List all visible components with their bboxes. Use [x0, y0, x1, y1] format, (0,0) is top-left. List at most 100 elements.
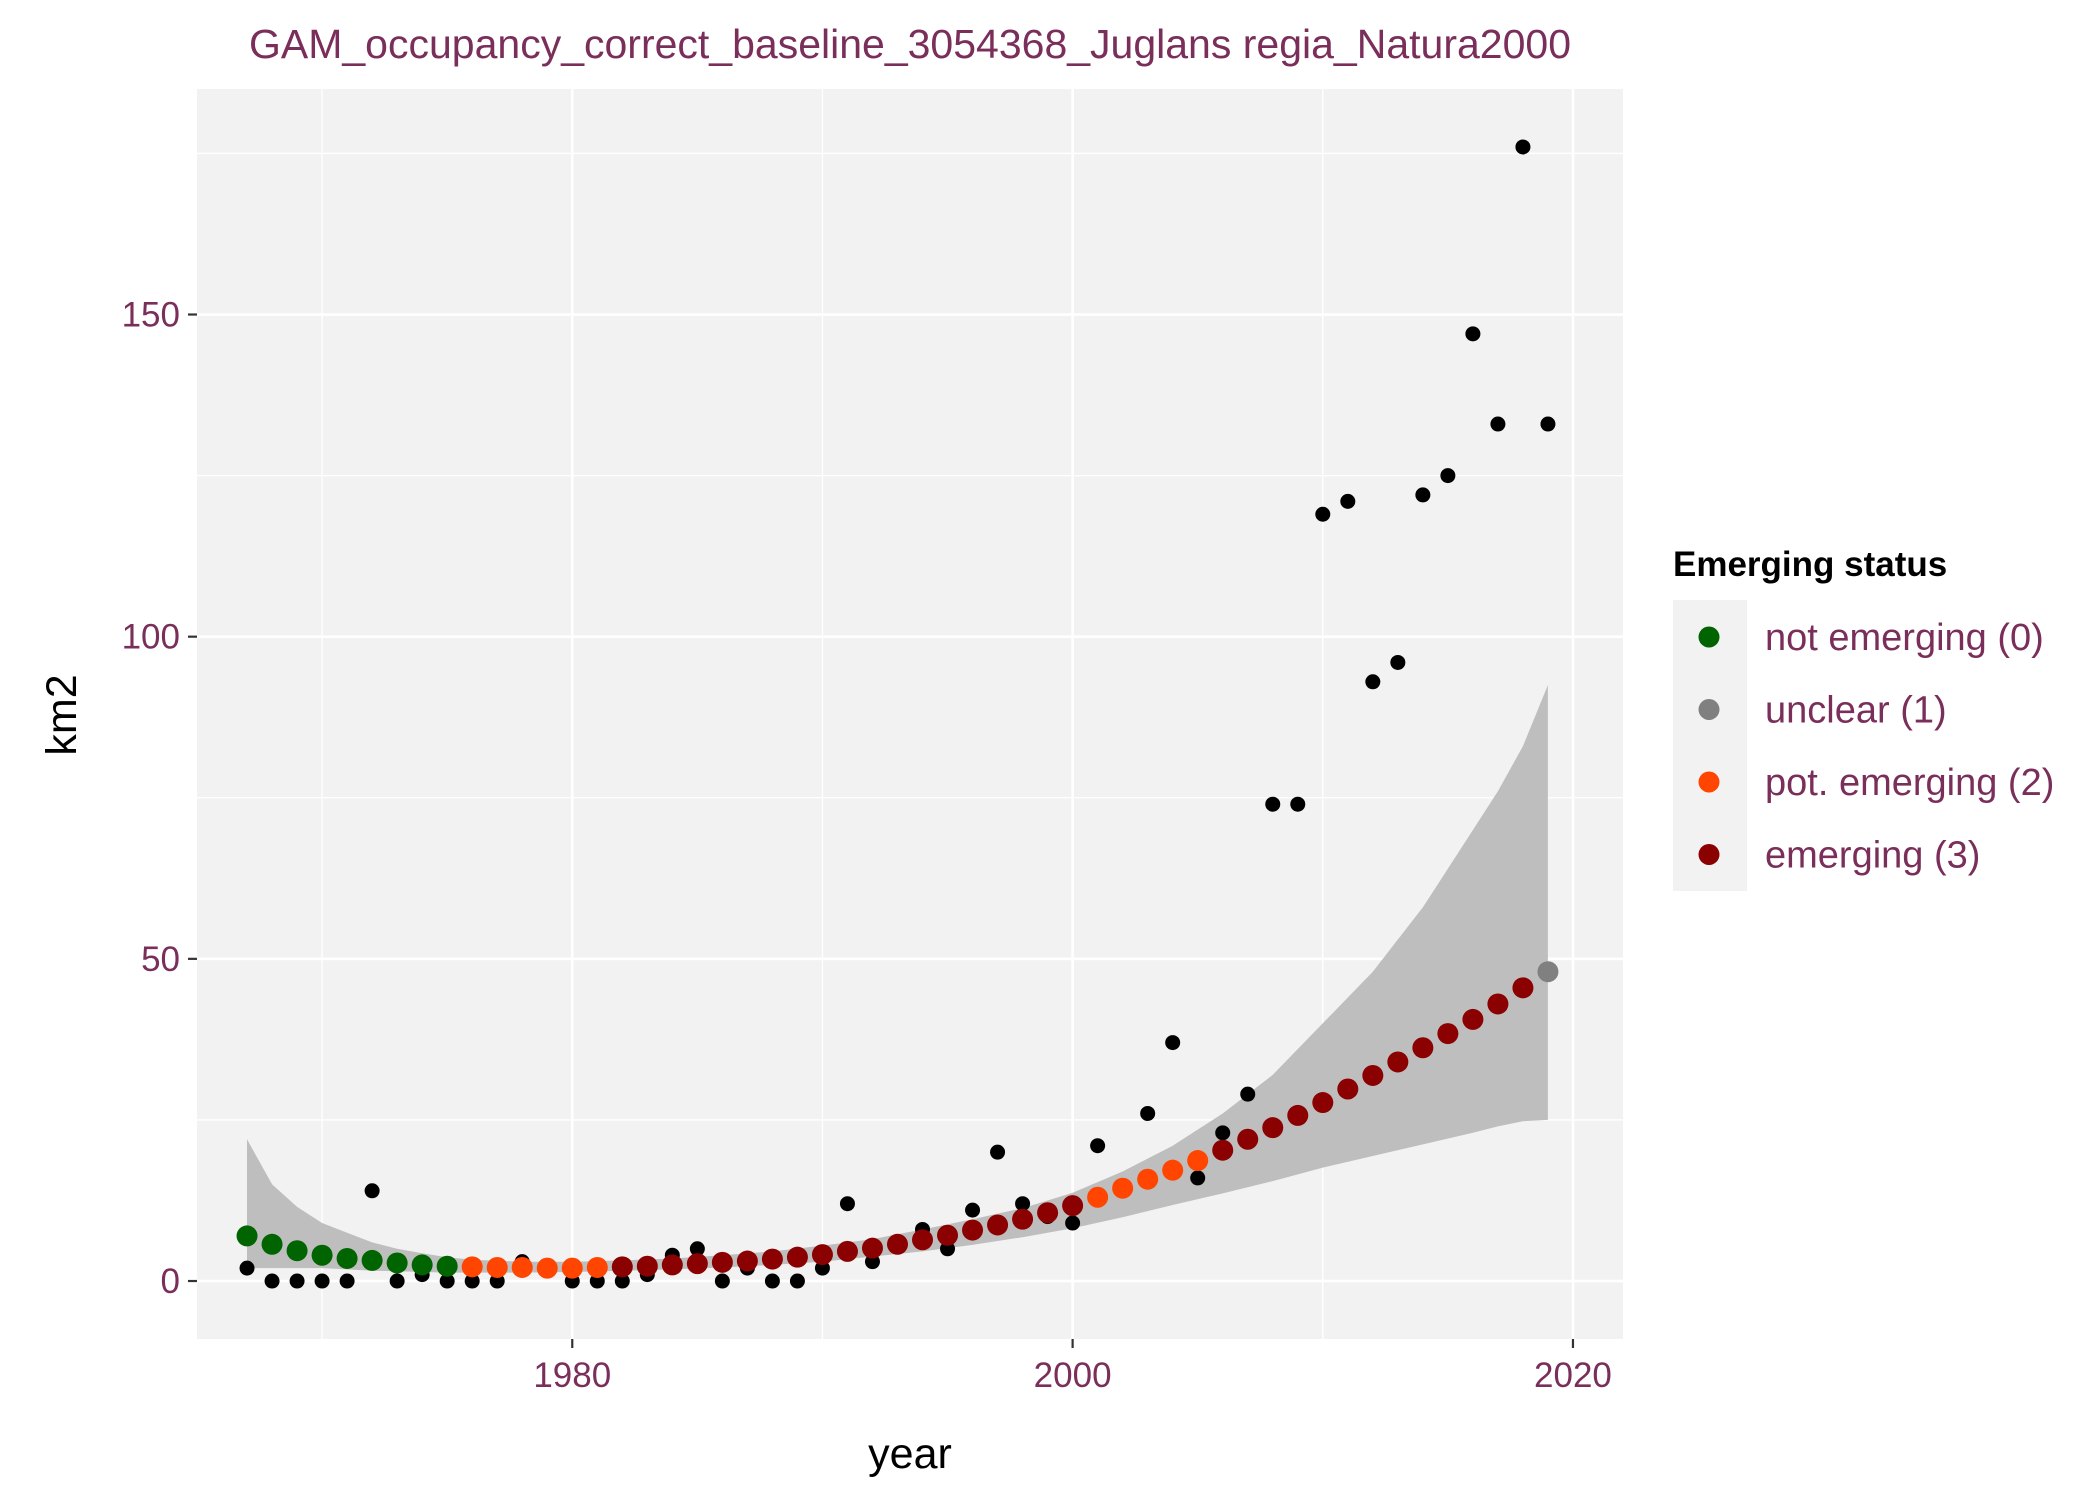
fitted-point — [711, 1251, 733, 1273]
observed-point — [714, 1273, 730, 1289]
fitted-point — [586, 1256, 608, 1278]
fitted-point — [411, 1254, 433, 1276]
fitted-point — [1437, 1023, 1459, 1045]
fitted-point — [1187, 1150, 1209, 1172]
grid-lines — [197, 89, 1623, 1339]
y-axis-title: km2 — [38, 674, 86, 755]
fitted-point — [436, 1255, 458, 1277]
fitted-point — [561, 1257, 583, 1279]
fitted-point — [1512, 977, 1534, 999]
fitted-point — [761, 1248, 783, 1270]
legend-items: not emerging (0) unclear (1) pot. emerging… — [1698, 617, 2054, 877]
observed-point — [990, 1144, 1006, 1160]
fitted-point — [1387, 1051, 1409, 1073]
fitted-point — [686, 1253, 708, 1275]
observed-point — [289, 1273, 305, 1289]
observed-point — [965, 1202, 981, 1218]
observed-point — [1415, 487, 1431, 503]
legend-title: Emerging status — [1673, 545, 1947, 584]
x-axis-title: year — [868, 1430, 952, 1478]
observed-point — [464, 1273, 480, 1289]
fitted-point — [1237, 1128, 1259, 1150]
chart-title: GAM_occupancy_correct_baseline_3054368_J… — [249, 21, 1571, 67]
observed-point — [689, 1241, 705, 1257]
fitted-point — [286, 1240, 308, 1262]
observed-point — [1015, 1196, 1031, 1212]
fitted-point — [1087, 1186, 1109, 1208]
fitted-point — [1137, 1168, 1159, 1190]
fitted-point — [461, 1256, 483, 1278]
observed-point — [1390, 654, 1406, 670]
observed-point — [439, 1273, 455, 1289]
x-tick-label: 2000 — [1034, 1356, 1112, 1395]
observed-point — [389, 1273, 405, 1289]
y-tick-label: 0 — [161, 1262, 180, 1301]
fitted-point — [736, 1250, 758, 1272]
plot-panel — [197, 89, 1623, 1339]
legend-key — [1698, 844, 1720, 865]
fitted-point — [937, 1224, 959, 1246]
fitted-point — [861, 1237, 883, 1259]
fitted-point — [661, 1254, 683, 1276]
fitted-point — [511, 1256, 533, 1278]
axes: 1980 2000 2020 0 50 100 150 — [122, 296, 1612, 1395]
fitted-point — [1262, 1117, 1284, 1139]
fitted-point — [1312, 1092, 1334, 1114]
fitted-point — [1537, 961, 1559, 983]
y-tick-label: 150 — [122, 296, 180, 335]
observed-point — [1140, 1105, 1156, 1121]
x-tick-label: 2020 — [1534, 1356, 1612, 1395]
observed-point — [789, 1273, 805, 1289]
fitted-point — [1412, 1037, 1434, 1059]
y-tick-label: 100 — [122, 618, 180, 657]
observed-point — [1440, 468, 1456, 484]
fitted-point — [1037, 1202, 1059, 1224]
observed-point — [1290, 796, 1306, 812]
fitted-point — [836, 1240, 858, 1262]
fitted-point — [1112, 1177, 1134, 1199]
observed-point — [239, 1260, 255, 1276]
fitted-point — [261, 1233, 283, 1255]
observed-point — [1340, 493, 1356, 509]
observed-point — [1540, 416, 1556, 432]
observed-points — [239, 139, 1556, 1289]
observed-point — [764, 1273, 780, 1289]
fitted-point — [361, 1249, 383, 1271]
fitted-point — [311, 1244, 333, 1266]
legend-key — [1698, 771, 1720, 793]
observed-point — [1190, 1170, 1206, 1186]
fitted-point — [611, 1256, 633, 1278]
observed-point — [339, 1273, 355, 1289]
fitted-point — [486, 1256, 508, 1278]
fitted-point — [786, 1246, 808, 1268]
observed-point — [1240, 1086, 1256, 1102]
observed-point — [1490, 416, 1506, 432]
fitted-point — [1462, 1008, 1484, 1030]
observed-point — [1465, 326, 1481, 342]
observed-point — [264, 1273, 280, 1289]
fitted-point — [236, 1225, 258, 1247]
fitted-point — [386, 1252, 408, 1274]
observed-point — [1365, 674, 1381, 690]
fitted-points — [236, 961, 1559, 1279]
observed-point — [1515, 139, 1531, 155]
fitted-point — [1212, 1139, 1234, 1161]
fitted-point — [636, 1255, 658, 1277]
fitted-point — [962, 1219, 984, 1241]
fitted-point — [1287, 1104, 1309, 1126]
fitted-point — [1362, 1064, 1384, 1086]
fitted-point — [1162, 1159, 1184, 1181]
observed-point — [1315, 506, 1331, 522]
fitted-point — [1012, 1208, 1034, 1230]
y-tick-label: 50 — [141, 940, 180, 979]
fitted-point — [336, 1247, 358, 1269]
fitted-point — [536, 1257, 558, 1279]
legend: Emerging status not emerging (0) unclear … — [1673, 545, 2054, 891]
observed-point — [839, 1196, 855, 1212]
observed-point — [364, 1183, 380, 1199]
observed-point — [1165, 1035, 1181, 1051]
fitted-point — [987, 1214, 1009, 1236]
legend-key-panel — [1673, 600, 1747, 891]
legend-label: unclear (1) — [1765, 690, 1947, 732]
